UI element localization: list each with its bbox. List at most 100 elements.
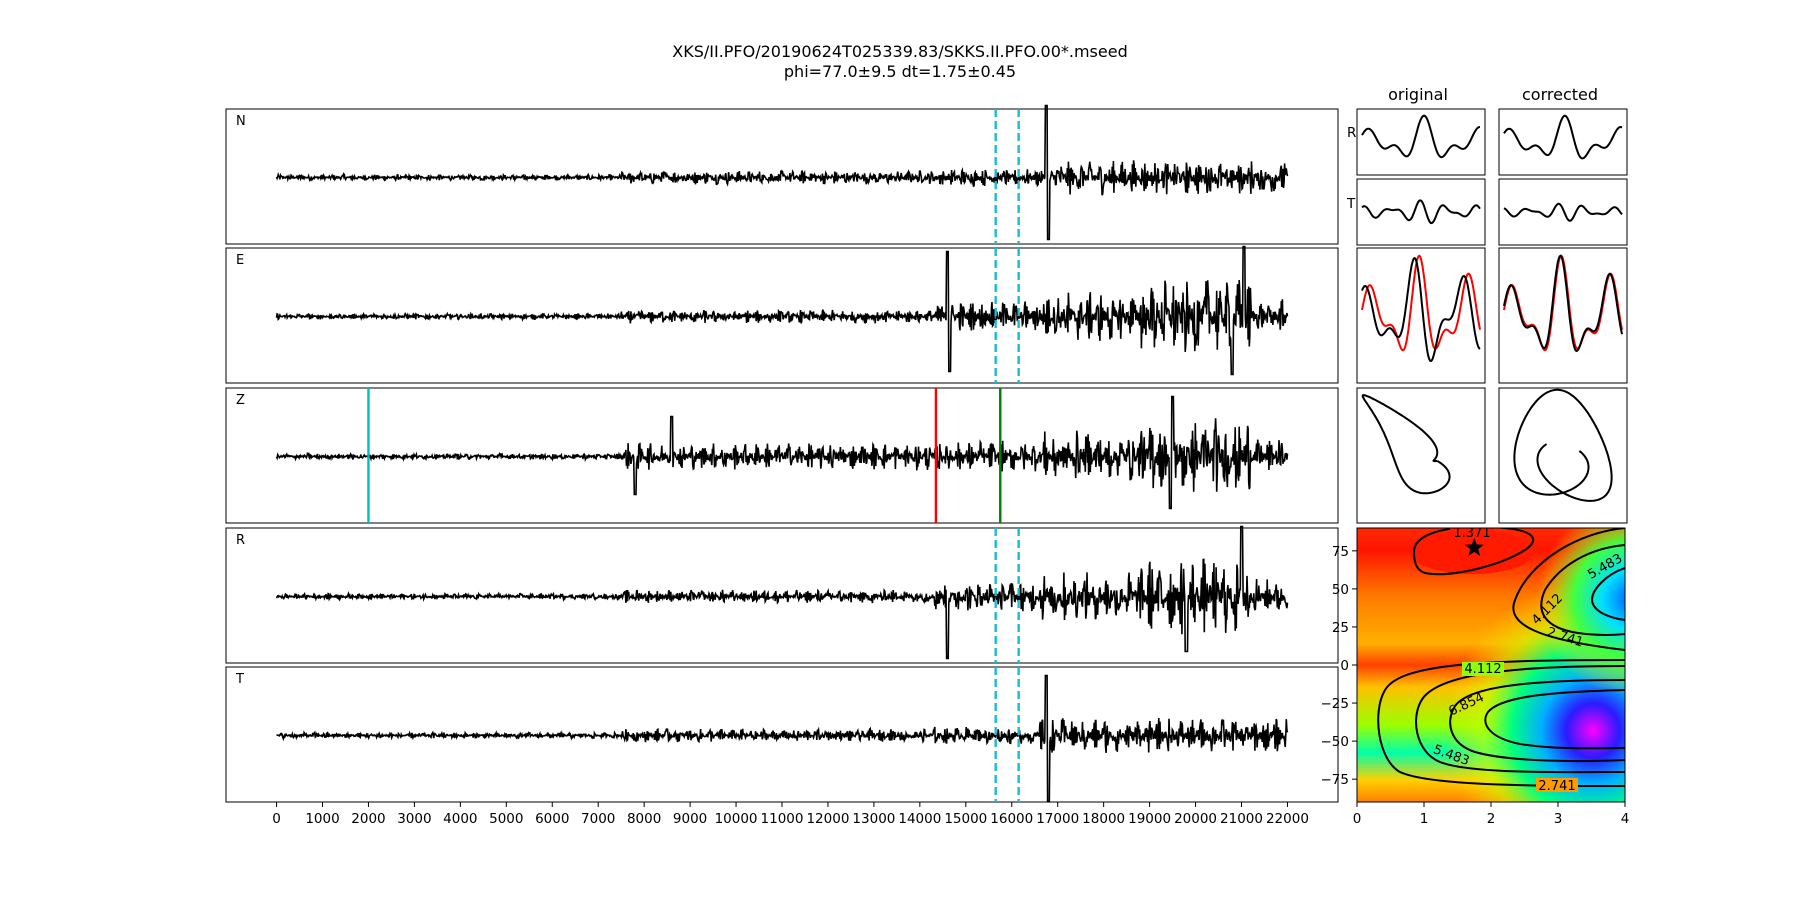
figure-title-line2: phi=77.0±9.5 dt=1.75±0.45 — [784, 62, 1016, 81]
es-y-tick-label: −75 — [1321, 772, 1350, 788]
x-tick-label: 12000 — [806, 811, 849, 827]
trace-panel-r: R — [225, 525, 1339, 664]
trace-panel-n: N — [225, 104, 1339, 245]
x-tick-label: 3000 — [397, 811, 431, 827]
x-tick-label: 10000 — [715, 811, 758, 827]
error-surface-axes: 0 1 2 3 4 75 50 25 0 −25 −50 −75 — [1321, 527, 1630, 827]
x-tick-label: 6000 — [535, 811, 569, 827]
x-tick-label: 9000 — [673, 811, 707, 827]
es-x-tick-label: 1 — [1420, 811, 1429, 827]
column-header-original: original — [1388, 85, 1448, 104]
transverse-waveform — [1361, 199, 1481, 225]
contour-4112-upper — [1540, 544, 1625, 636]
trace-label: T — [235, 672, 244, 687]
small-panel — [1356, 387, 1486, 524]
trace-panel-e: E — [225, 245, 1339, 384]
radial-waveform — [1503, 114, 1623, 160]
radial-waveform — [1361, 114, 1481, 159]
contour-5483-lower — [1449, 679, 1625, 763]
x-tick-label: 14000 — [898, 811, 941, 827]
contour-label-bg-4112 — [1462, 662, 1504, 676]
small-panel-frame — [1356, 247, 1486, 384]
window-panels: RT — [1346, 108, 1628, 524]
waveform-line — [275, 525, 1289, 660]
column-header-corrected: corrected — [1522, 85, 1598, 104]
best-fit-star-icon — [1464, 537, 1484, 556]
x-tick-label: 5000 — [489, 811, 523, 827]
particle-motion-path — [1361, 394, 1451, 495]
trace-frame — [225, 108, 1339, 245]
es-x-tick-label: 3 — [1554, 811, 1563, 827]
x-tick-label: 13000 — [852, 811, 895, 827]
x-tick-label: 4000 — [443, 811, 477, 827]
x-tick-label: 18000 — [1082, 811, 1125, 827]
error-surface-panel: 1.371 2.741 4.112 5.483 4.112 6.854 5.48… — [1321, 526, 1630, 827]
x-tick-label: 8000 — [627, 811, 661, 827]
time-axis: 0 1000 2000 3000 4000 5000 6000 7000 8000 9000 100… — [272, 802, 1309, 827]
small-panel — [1356, 247, 1486, 384]
small-panel: T — [1346, 178, 1486, 246]
contour-label-bg-2741 — [1536, 778, 1578, 792]
es-x-tick-label: 0 — [1353, 811, 1362, 827]
waveform-line — [275, 104, 1289, 241]
waveform-line — [276, 674, 1289, 803]
trace-panel-t: T — [225, 666, 1339, 803]
es-y-tick-label: 75 — [1332, 544, 1349, 560]
x-tick-label: 0 — [272, 811, 281, 827]
small-panel — [1498, 387, 1628, 524]
es-y-tick-label: −50 — [1321, 734, 1350, 750]
slow-component-waveform — [1361, 256, 1481, 363]
es-y-tick-label: 50 — [1332, 582, 1349, 598]
trace-label: R — [236, 533, 245, 548]
x-tick-label: 1000 — [305, 811, 339, 827]
x-tick-label: 11000 — [761, 811, 804, 827]
contour-2741-upper — [1512, 528, 1625, 651]
small-panel: R — [1347, 108, 1486, 176]
x-tick-label: 7000 — [581, 811, 615, 827]
es-y-tick-label: 0 — [1340, 658, 1349, 674]
es-y-tick-label: −25 — [1321, 696, 1350, 712]
small-panel — [1498, 247, 1628, 384]
small-panel-row-label: T — [1346, 196, 1356, 212]
fast-component-waveform — [1361, 254, 1481, 352]
contour-6854-lower — [1484, 689, 1625, 750]
slow-component-waveform — [1503, 254, 1623, 353]
contour-5483-upper — [1590, 567, 1625, 621]
contour-label-1371: 1.371 — [1453, 526, 1490, 541]
es-x-tick-label: 4 — [1621, 811, 1630, 827]
es-y-tick-label: 25 — [1332, 620, 1349, 636]
figure-title-line1: XKS/II.PFO/20190624T025339.83/SKKS.II.PF… — [672, 42, 1127, 61]
trace-frame — [225, 247, 1339, 384]
contour-label-bg — [1450, 528, 1494, 540]
small-panel-frame — [1498, 387, 1628, 524]
small-panel-frame — [1356, 178, 1486, 246]
small-panel-frame — [1498, 108, 1628, 176]
x-tick-label: 2000 — [351, 811, 385, 827]
small-panel-row-label: R — [1347, 125, 1356, 141]
small-panel — [1498, 178, 1628, 246]
trace-panel-z: Z — [225, 387, 1339, 524]
x-tick-label: 16000 — [990, 811, 1033, 827]
contour-label-2741-lower: 2.741 — [1538, 779, 1575, 794]
x-tick-label: 20000 — [1174, 811, 1217, 827]
x-tick-label: 17000 — [1036, 811, 1079, 827]
waveform-line — [275, 245, 1289, 376]
seismogram-traces: N E Z R T — [225, 104, 1339, 803]
small-panel — [1498, 108, 1628, 176]
x-tick-label: 19000 — [1128, 811, 1171, 827]
particle-motion-path — [1513, 388, 1613, 502]
waveform-line — [275, 395, 1289, 510]
transverse-waveform — [1503, 202, 1623, 222]
contour-label-4112-lower: 4.112 — [1464, 662, 1501, 677]
small-panel-frame — [1356, 387, 1486, 524]
trace-label: E — [236, 253, 244, 268]
x-tick-label: 21000 — [1220, 811, 1263, 827]
trace-frame — [225, 527, 1339, 664]
trace-label: Z — [236, 393, 245, 408]
trace-label: N — [236, 114, 246, 129]
trace-frame — [225, 387, 1339, 524]
es-x-tick-label: 2 — [1487, 811, 1496, 827]
x-tick-label: 15000 — [944, 811, 987, 827]
x-tick-label: 22000 — [1266, 811, 1309, 827]
